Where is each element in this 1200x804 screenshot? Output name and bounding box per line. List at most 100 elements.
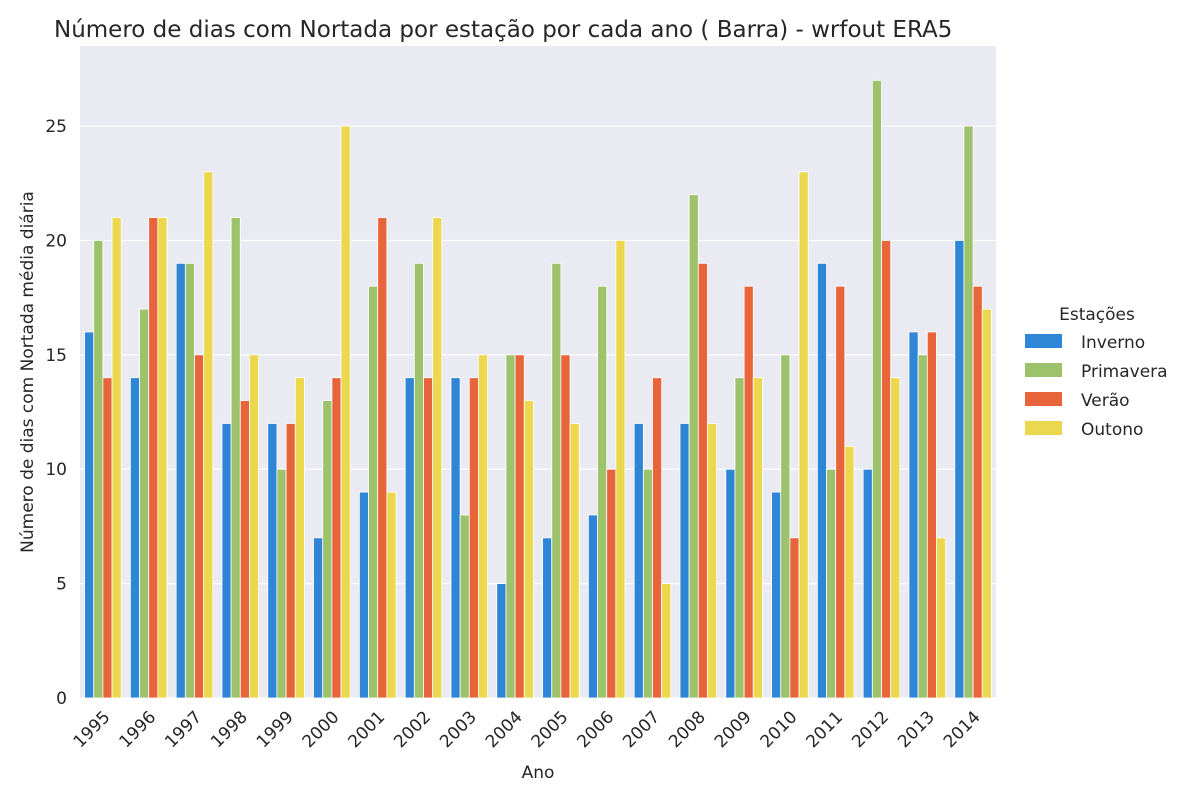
bar-outono-2006 xyxy=(615,240,626,699)
bar-inverno-2004 xyxy=(496,583,507,699)
bar-inverno-2013 xyxy=(908,331,919,699)
bar-verão-1995 xyxy=(102,377,113,699)
x-tick-label: 2006 xyxy=(574,707,619,752)
x-tick-labels: 1995 1996 1997 1998 1999 2000 2001 2002 2003 2004… xyxy=(70,707,985,752)
bar-primavera-2008 xyxy=(688,194,699,699)
bar-inverno-1997 xyxy=(175,262,186,699)
bar-outono-2014 xyxy=(981,308,992,699)
legend: Estações Inverno Primavera Verão Outono xyxy=(1025,305,1168,440)
legend-label-inverno: Inverno xyxy=(1081,333,1145,353)
legend-title: Estações xyxy=(1059,305,1135,325)
bar-outono-2002 xyxy=(432,217,443,699)
bar-inverno-2000 xyxy=(313,537,324,699)
bar-verão-2012 xyxy=(881,240,892,699)
x-tick-label: 1999 xyxy=(253,707,298,752)
bar-outono-2008 xyxy=(707,423,718,699)
bar-outono-1995 xyxy=(111,217,122,699)
bar-primavera-1998 xyxy=(230,217,241,699)
bar-outono-2013 xyxy=(936,537,947,699)
bar-primavera-2010 xyxy=(780,354,791,699)
bar-inverno-2014 xyxy=(954,240,965,699)
x-tick-label: 1996 xyxy=(115,707,160,752)
bar-verão-1998 xyxy=(239,400,250,699)
x-tick-label: 2000 xyxy=(299,707,344,752)
bar-verão-2010 xyxy=(789,537,800,699)
x-tick-label: 2005 xyxy=(528,707,573,752)
legend-swatch-outono xyxy=(1025,421,1062,435)
bar-inverno-2009 xyxy=(725,468,736,699)
bar-inverno-2003 xyxy=(450,377,461,699)
bar-primavera-2002 xyxy=(413,262,424,699)
bar-verão-1999 xyxy=(285,423,296,699)
chart-title: Número de dias com Nortada por estação p… xyxy=(54,17,952,43)
bar-primavera-2007 xyxy=(642,468,653,699)
bar-verão-2001 xyxy=(377,217,388,699)
x-tick-label: 2013 xyxy=(894,707,939,752)
bar-inverno-2005 xyxy=(542,537,553,699)
bar-verão-2006 xyxy=(606,468,617,699)
bar-verão-2011 xyxy=(835,285,846,699)
bar-primavera-1999 xyxy=(276,468,287,699)
legend-label-verão: Verão xyxy=(1081,391,1130,411)
y-tick-label: 5 xyxy=(56,575,67,595)
legend-swatch-inverno xyxy=(1025,334,1062,348)
x-tick-label: 2001 xyxy=(345,707,390,752)
y-tick-label: 0 xyxy=(56,689,67,709)
bar-inverno-1996 xyxy=(129,377,140,699)
x-tick-label: 2008 xyxy=(665,707,710,752)
bar-primavera-2014 xyxy=(963,125,974,699)
bar-verão-2004 xyxy=(514,354,525,699)
bar-primavera-1997 xyxy=(184,262,195,699)
bar-verão-1996 xyxy=(148,217,159,699)
x-tick-label: 2010 xyxy=(757,707,802,752)
bar-primavera-2012 xyxy=(871,79,882,699)
bar-outono-2007 xyxy=(661,583,672,699)
bar-inverno-2006 xyxy=(587,514,598,699)
plot-area xyxy=(80,46,996,698)
bar-primavera-2013 xyxy=(917,354,928,699)
bar-primavera-2004 xyxy=(505,354,516,699)
bar-inverno-2010 xyxy=(771,491,782,699)
bar-primavera-2000 xyxy=(322,400,333,699)
legend-swatch-verão xyxy=(1025,392,1062,406)
y-tick-label: 10 xyxy=(45,460,67,480)
x-tick-label: 2011 xyxy=(803,707,848,752)
x-tick-label: 1995 xyxy=(70,707,115,752)
x-tick-label: 2002 xyxy=(390,707,435,752)
bar-outono-2003 xyxy=(478,354,489,699)
bar-primavera-2011 xyxy=(826,468,837,699)
x-tick-label: 2009 xyxy=(711,707,756,752)
bar-outono-1998 xyxy=(249,354,260,699)
bar-outono-2011 xyxy=(844,445,855,699)
bar-inverno-2007 xyxy=(633,423,644,699)
bar-inverno-1999 xyxy=(267,423,278,699)
bar-outono-2010 xyxy=(798,171,809,699)
bar-inverno-1995 xyxy=(84,331,95,699)
bar-outono-2005 xyxy=(569,423,580,699)
legend-label-primavera: Primavera xyxy=(1081,362,1168,382)
x-tick-label: 1997 xyxy=(161,707,206,752)
y-tick-label: 20 xyxy=(45,231,67,251)
x-tick-label: 1998 xyxy=(207,707,252,752)
bar-primavera-2009 xyxy=(734,377,745,699)
x-tick-label: 2014 xyxy=(940,707,985,752)
bar-inverno-2002 xyxy=(404,377,415,699)
legend-items: Inverno Primavera Verão Outono xyxy=(1025,333,1168,440)
bar-verão-2005 xyxy=(560,354,571,699)
bar-outono-2012 xyxy=(890,377,901,699)
bar-outono-2000 xyxy=(340,125,351,699)
bar-verão-2014 xyxy=(972,285,983,699)
bar-outono-1996 xyxy=(157,217,168,699)
bar-primavera-2005 xyxy=(551,262,562,699)
y-tick-labels: 0 5 10 15 20 25 xyxy=(45,117,67,709)
bar-verão-2002 xyxy=(423,377,434,699)
bar-inverno-2012 xyxy=(862,468,873,699)
bar-verão-1997 xyxy=(194,354,205,699)
bar-inverno-1998 xyxy=(221,423,232,699)
bar-verão-2009 xyxy=(743,285,754,699)
bar-primavera-2006 xyxy=(597,285,608,699)
bar-verão-2013 xyxy=(926,331,937,699)
bar-verão-2003 xyxy=(468,377,479,699)
